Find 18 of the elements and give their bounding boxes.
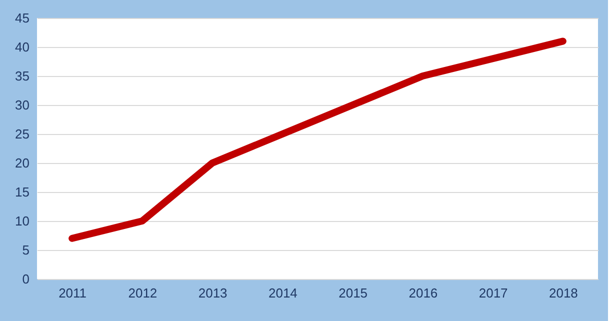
x-tick-label: 2011	[58, 286, 87, 300]
y-tick-label: 45	[15, 10, 30, 26]
y-tick-label: 0	[22, 272, 30, 286]
x-tick-label: 2017	[478, 286, 508, 300]
y-tick-label: 35	[15, 68, 30, 84]
y-tick-label: 20	[15, 156, 30, 170]
x-tick-label: 2013	[198, 286, 228, 300]
y-tick-label: 40	[15, 40, 30, 54]
y-tick-label: 30	[15, 98, 30, 112]
x-tick-label: 2012	[128, 286, 158, 300]
y-tick-label: 25	[15, 126, 30, 142]
x-tick-label: 2018	[548, 286, 578, 300]
x-tick-label: 2015	[338, 286, 368, 300]
x-tick-label: 2014	[268, 286, 298, 300]
y-tick-label: 5	[22, 242, 30, 258]
x-tick-label: 2016	[408, 286, 438, 300]
y-tick-label: 10	[15, 214, 30, 228]
y-tick-label: 15	[15, 184, 30, 200]
